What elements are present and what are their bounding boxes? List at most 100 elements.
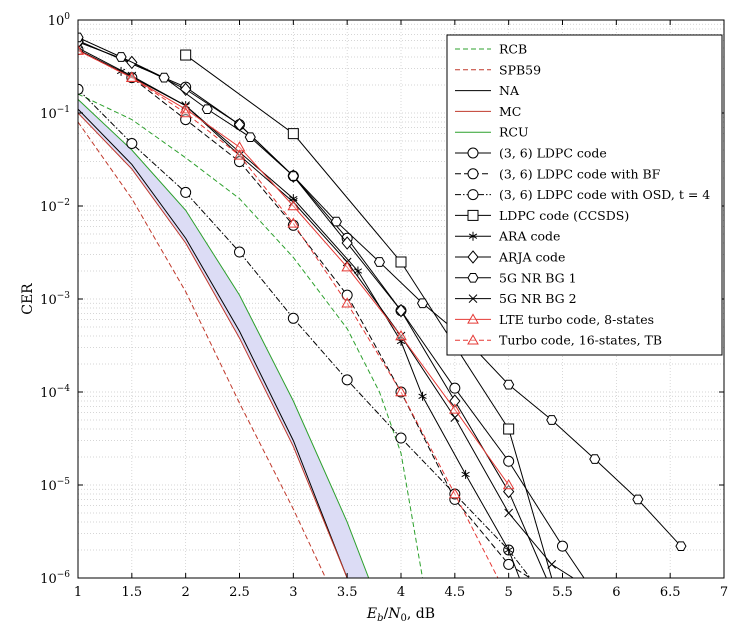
data-point	[234, 246, 245, 258]
data-point	[503, 423, 515, 435]
data-point	[395, 303, 407, 318]
data-point	[504, 508, 514, 518]
data-point	[448, 403, 461, 414]
data-point	[180, 49, 192, 61]
legend-entry: RCU	[455, 125, 529, 140]
series-4	[78, 99, 370, 578]
data-point	[467, 334, 479, 345]
series-line	[78, 50, 499, 578]
y-axis-label: CER	[20, 283, 36, 315]
legend-box	[446, 34, 723, 356]
data-point	[341, 261, 354, 272]
x-tick-label: 1	[74, 585, 82, 600]
legend-entry: SPB59	[455, 62, 541, 77]
data-point	[418, 391, 427, 401]
x-tick-label: 6	[612, 585, 620, 600]
legend-entry: 5G NR BG 1	[455, 270, 577, 285]
y-tick-label: 100	[48, 12, 71, 29]
y-tick-label: 10−4	[40, 384, 70, 401]
legend-label: RCB	[499, 42, 527, 57]
data-point	[341, 236, 353, 250]
x-tick-label: 5	[505, 585, 513, 600]
data-point	[395, 330, 407, 341]
data-point	[287, 199, 300, 211]
data-point	[546, 415, 558, 425]
data-point	[467, 250, 479, 264]
series-line	[78, 50, 510, 486]
data-point	[373, 257, 386, 267]
series-8	[180, 49, 553, 578]
data-point	[287, 171, 299, 181]
data-point	[675, 541, 687, 551]
legend-label: ARJA code	[498, 250, 565, 265]
series-line	[78, 112, 348, 578]
x-axis-label: Eb/N0, dB	[366, 606, 435, 624]
data-point	[632, 494, 644, 505]
x-tick-label: 1.5	[121, 585, 142, 600]
legend-label: SPB59	[499, 62, 541, 77]
data-point	[287, 128, 299, 140]
legend-entry: (3, 6) LDPC code	[455, 146, 607, 161]
series-line	[78, 108, 348, 578]
legend-entry: 5G NR BG 2	[455, 291, 577, 306]
shaded-band-layer	[78, 99, 369, 578]
data-point	[116, 66, 126, 76]
data-point	[287, 312, 299, 324]
legend-entry: ARJA code	[455, 250, 565, 265]
x-tick-label: 6.5	[660, 585, 681, 600]
series-line	[78, 40, 585, 578]
data-point	[450, 413, 460, 422]
axis-ticks: 1 1.5 2 2.5 3 3.5 4 4.5 5 5.5 6 6.5 7 100 10−1 10−2 10−3…	[40, 12, 728, 600]
series-6	[78, 44, 531, 578]
data-point	[158, 72, 170, 83]
data-point	[467, 168, 479, 180]
x-tick-label: 4	[397, 585, 405, 600]
x-tick-label: 5.5	[552, 585, 573, 600]
data-point	[503, 379, 515, 390]
data-point	[78, 83, 84, 95]
data-point	[467, 313, 479, 324]
series-line	[78, 41, 547, 578]
legend-entry: RCB	[455, 42, 527, 57]
legend-label: NA	[499, 83, 520, 98]
legend-label: RCU	[499, 125, 529, 140]
data-point	[179, 106, 192, 118]
data-point	[125, 71, 138, 82]
data-point	[589, 454, 601, 464]
legend-entry: Turbo code, 16-states, TB	[455, 333, 662, 348]
data-point	[557, 540, 568, 552]
y-tick-label: 10−3	[40, 291, 70, 308]
y-tick-label: 10−6	[40, 570, 70, 587]
legend-label: 5G NR BG 1	[499, 270, 577, 285]
y-tick-label: 10−2	[40, 198, 70, 215]
data-point	[341, 374, 353, 386]
y-tick-label: 10−5	[40, 477, 70, 494]
legend-entry: LTE turbo code, 8-states	[455, 312, 654, 327]
legend-label: Turbo code, 16-states, TB	[499, 333, 662, 348]
data-point	[467, 147, 479, 159]
legend-label: LDPC code (CCSDS)	[499, 208, 629, 223]
data-point	[244, 132, 256, 142]
data-point	[180, 82, 192, 97]
data-point	[467, 189, 479, 201]
legend-label: MC	[499, 104, 521, 119]
data-point	[395, 256, 407, 268]
data-point	[416, 298, 429, 309]
series-line	[78, 99, 370, 578]
data-point	[502, 478, 515, 490]
x-tick-label: 2	[182, 585, 190, 600]
x-tick-label: 3	[289, 585, 297, 600]
data-point	[78, 44, 84, 55]
data-point	[78, 32, 84, 43]
data-point	[330, 216, 342, 227]
y-tick-label: 10−1	[40, 105, 70, 122]
legend-label: ARA code	[498, 229, 560, 244]
shaded-band	[78, 99, 369, 578]
data-point	[341, 297, 354, 308]
series-1	[78, 121, 327, 578]
data-point	[448, 488, 461, 499]
data-point	[503, 558, 515, 570]
legend-entry: ARA code	[455, 229, 560, 244]
data-point	[468, 231, 478, 241]
data-point	[395, 385, 407, 397]
